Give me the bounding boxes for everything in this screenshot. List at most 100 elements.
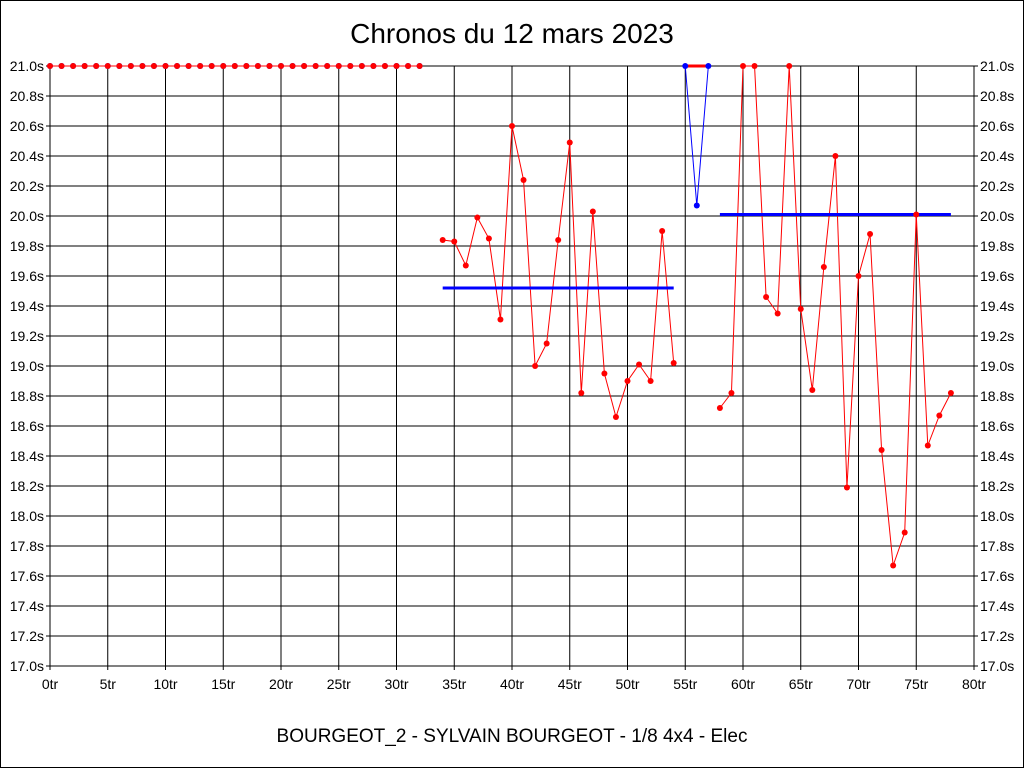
data-point [208, 63, 215, 69]
y-tick-label-right: 17.0s [980, 658, 1014, 674]
data-point [116, 63, 123, 69]
data-point [335, 63, 342, 69]
data-point [254, 63, 261, 69]
y-tick-label-left: 19.8s [10, 238, 44, 254]
data-point [278, 63, 284, 69]
data-point [58, 63, 65, 69]
data-point [832, 153, 839, 159]
y-tick-label-right: 19.2s [980, 328, 1014, 344]
data-point [890, 562, 897, 569]
y-tick-label-left: 17.6s [10, 568, 44, 584]
y-tick-label-right: 20.4s [980, 148, 1014, 164]
data-point [162, 63, 169, 69]
y-tick-label-left: 19.6s [10, 268, 44, 284]
data-point [370, 63, 377, 69]
x-tick-label: 30tr [384, 676, 408, 692]
data-point [150, 63, 157, 69]
y-tick-label-left: 20.6s [10, 118, 44, 134]
data-point [878, 447, 885, 453]
data-point [647, 378, 654, 384]
y-tick-label-right: 20.8s [980, 88, 1014, 104]
data-point [612, 414, 619, 420]
series-group [47, 63, 954, 569]
y-tick-label-left: 18.4s [10, 448, 44, 464]
data-point [670, 360, 677, 366]
data-point [266, 63, 273, 69]
y-tick-label-right: 20.2s [980, 178, 1014, 194]
data-point [127, 63, 134, 69]
y-tick-label-right: 18.8s [980, 388, 1014, 404]
data-point [636, 361, 643, 368]
y-tick-label-left: 18.8s [10, 388, 44, 404]
x-tick-label: 40tr [500, 676, 524, 692]
data-point [913, 211, 920, 218]
y-tick-label-left: 21.0s [10, 58, 44, 74]
y-tick-label-left: 17.0s [10, 658, 44, 674]
y-tick-label-right: 19.8s [980, 238, 1014, 254]
data-point [474, 214, 481, 221]
data-point [381, 63, 388, 69]
data-point [81, 63, 88, 69]
y-tick-label-left: 20.0s [10, 208, 44, 224]
y-tick-label-right: 20.0s [980, 208, 1014, 224]
data-point [947, 390, 954, 396]
data-point [578, 390, 585, 396]
y-tick-label-left: 19.4s [10, 298, 44, 314]
data-point [243, 63, 250, 69]
x-tick-label: 70tr [846, 676, 870, 692]
y-tick-label-left: 20.4s [10, 148, 44, 164]
y-tick-label-right: 18.6s [980, 418, 1014, 434]
y-tick-label-left: 20.2s [10, 178, 44, 194]
x-tick-label: 65tr [789, 676, 813, 692]
y-tick-label-left: 17.8s [10, 538, 44, 554]
y-tick-label-right: 19.4s [980, 298, 1014, 314]
y-tick-label-left: 19.0s [10, 358, 44, 374]
x-tick-label: 75tr [904, 676, 928, 692]
y-tick-label-right: 17.2s [980, 628, 1014, 644]
y-tick-label-right: 17.6s [980, 568, 1014, 584]
axes: 17.0s 17.0s 17.2s 17.2s 17.4s 17.4s 17.6s 17.6s… [10, 58, 1015, 692]
x-tick-label: 25tr [327, 676, 351, 692]
data-point [751, 63, 758, 69]
data-point [624, 378, 631, 384]
y-tick-label-left: 17.4s [10, 598, 44, 614]
data-point [174, 63, 181, 69]
y-tick-label-right: 20.6s [980, 118, 1014, 134]
data-point [566, 139, 573, 146]
y-tick-label-left: 18.2s [10, 478, 44, 494]
data-point [462, 262, 469, 269]
x-tick-label: 60tr [731, 676, 755, 692]
y-tick-label-right: 18.4s [980, 448, 1014, 464]
y-tick-label-left: 18.6s [10, 418, 44, 434]
data-point [774, 310, 781, 317]
data-point [324, 63, 331, 69]
data-point [924, 442, 931, 449]
data-point [716, 405, 723, 411]
data-point [705, 63, 712, 69]
y-tick-label-right: 18.0s [980, 508, 1014, 524]
y-tick-label-right: 17.8s [980, 538, 1014, 554]
x-tick-label: 20tr [269, 676, 293, 692]
data-point [809, 387, 816, 393]
data-point [485, 235, 492, 242]
data-point [728, 390, 735, 396]
data-point [231, 63, 238, 69]
x-tick-label: 5tr [100, 676, 117, 692]
y-tick-label-right: 19.6s [980, 268, 1014, 284]
data-point [763, 294, 770, 300]
x-tick-label: 0tr [42, 676, 59, 692]
y-tick-label-left: 18.0s [10, 508, 44, 524]
data-point [289, 63, 296, 69]
y-tick-label-left: 20.8s [10, 88, 44, 104]
data-point [855, 273, 862, 279]
data-point [70, 63, 77, 69]
data-point [358, 63, 365, 69]
data-point [589, 208, 596, 215]
data-point [439, 237, 446, 243]
data-point [497, 316, 504, 323]
y-tick-label-left: 19.2s [10, 328, 44, 344]
data-point [47, 63, 53, 69]
data-point [451, 238, 458, 245]
